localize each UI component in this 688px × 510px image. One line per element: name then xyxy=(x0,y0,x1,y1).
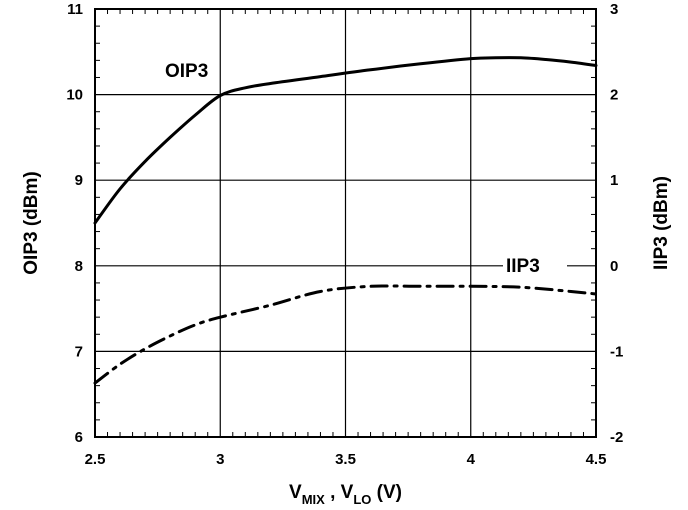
series-label-iip3: IIP3 xyxy=(506,256,540,277)
y-left-tick-label: 8 xyxy=(75,258,83,275)
x-tick-label: 4 xyxy=(467,451,476,468)
series-line-iip3 xyxy=(93,284,598,385)
y-right-tick-label: 0 xyxy=(610,258,618,275)
y-left-tick-label: 10 xyxy=(66,87,83,104)
x-tick-label: 3 xyxy=(216,451,224,468)
x-tick-label: 2.5 xyxy=(85,451,106,468)
x-tick-label: 4.5 xyxy=(586,451,607,468)
x-tick-label: 3.5 xyxy=(335,451,356,468)
y-left-tick-label: 11 xyxy=(67,1,83,18)
grid-lines xyxy=(95,9,596,437)
x-axis-title-sep: , V xyxy=(325,482,354,503)
y-right-tick-label: -1 xyxy=(610,343,623,360)
y-left-tick-label: 7 xyxy=(75,343,83,360)
series-label-oip3: OIP3 xyxy=(165,61,208,82)
y-axis-right-title: IIP3 (dBm) xyxy=(651,176,672,270)
y-left-tick-label: 6 xyxy=(75,429,83,446)
y-right-tick-label: 3 xyxy=(610,1,618,18)
series-line-oip3 xyxy=(93,56,598,225)
y-right-tick-label: -2 xyxy=(610,429,623,446)
y-right-tick-label: 2 xyxy=(610,87,618,104)
series-layer xyxy=(93,56,598,385)
tick-labels: 2.5 3 3.5 4 4.5 6 7 8 9 10 11 -2 -1 0 1 2 3 xyxy=(66,1,623,468)
x-axis-title-sub-lo: LO xyxy=(353,492,371,507)
y-right-tick-label: 1 xyxy=(610,172,618,189)
series-label-iip3-background xyxy=(503,252,567,278)
x-axis-title-main: V xyxy=(289,482,302,503)
x-axis-title-unit: (V) xyxy=(371,482,402,503)
x-axis-title: VMIX , VLO (V) xyxy=(289,482,402,507)
y-axis-left-title: OIP3 (dBm) xyxy=(21,171,42,274)
x-axis-title-sub-mix: MIX xyxy=(302,492,325,507)
y-left-tick-label: 9 xyxy=(75,172,83,189)
